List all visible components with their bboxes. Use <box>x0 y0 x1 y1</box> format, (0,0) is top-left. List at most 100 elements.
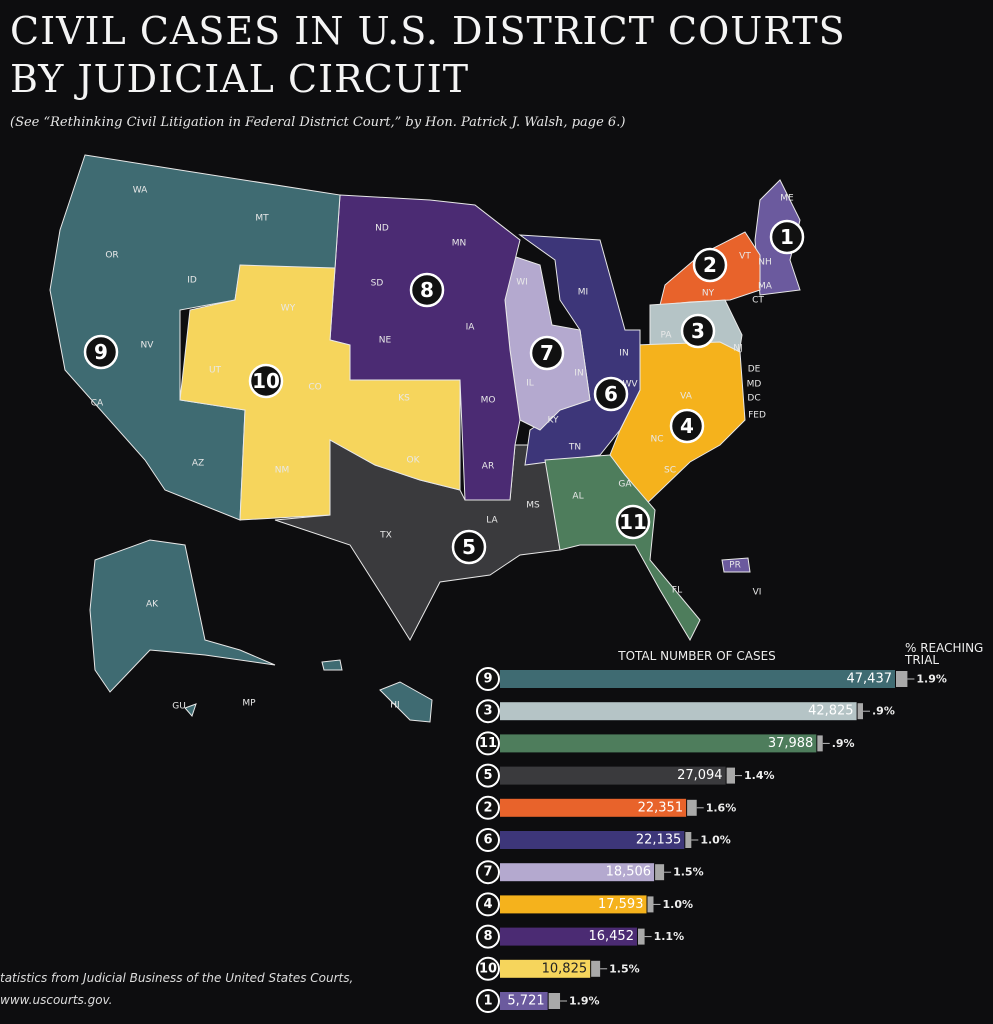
value-label: 47,437 <box>847 672 893 687</box>
value-label: 10,825 <box>542 961 588 976</box>
circuit-marker <box>593 376 629 412</box>
state-label: OK <box>407 456 421 466</box>
state-label: IN <box>619 349 628 359</box>
category-marker <box>476 828 500 852</box>
state-label: MA <box>758 282 773 292</box>
category-label: 7 <box>483 865 492 880</box>
category-label: 10 <box>479 961 497 976</box>
trial-bar <box>637 928 645 945</box>
state-label: GU <box>172 702 186 712</box>
circuit-marker <box>769 219 805 255</box>
subtitle: (See “Rethinking Civil Litigation in Fed… <box>10 115 625 130</box>
state-label: NE <box>379 336 392 346</box>
state-label: HI <box>390 701 399 711</box>
category-label: 6 <box>483 833 492 848</box>
value-label: 42,825 <box>808 704 854 719</box>
state-label: MS <box>526 501 540 511</box>
category-label: 5 <box>483 768 492 783</box>
state-label: NY <box>702 289 715 299</box>
category-label: 8 <box>483 929 492 944</box>
state-label: AK <box>146 600 159 610</box>
category-label: 9 <box>483 672 492 687</box>
state-label: LA <box>486 516 498 526</box>
category-marker <box>476 795 500 820</box>
source: www.uscourts.gov. <box>0 993 113 1007</box>
circuit-marker <box>248 363 284 399</box>
circuit-region <box>184 703 197 717</box>
trial-value-label: 1.1% <box>654 930 685 943</box>
title-line: CIVIL CASES IN U.S. DISTRICT COURTS <box>10 9 846 53</box>
state-label: ID <box>187 276 197 286</box>
state-label: IL <box>526 379 534 389</box>
state-label: KS <box>398 394 410 404</box>
category-label: 3 <box>483 704 492 719</box>
circuit-marker-label: 4 <box>680 414 694 438</box>
trial-bar <box>685 832 692 848</box>
state-label: ND <box>375 224 389 234</box>
state-label: ME <box>780 194 794 204</box>
circuit-marker-label: 11 <box>619 510 647 534</box>
category-label: 11 <box>479 736 497 751</box>
state-label: WI <box>516 278 528 288</box>
state-label: TN <box>568 443 581 453</box>
category-label: 2 <box>483 800 492 815</box>
trial-label: TRIAL <box>904 653 939 667</box>
state-label: WY <box>281 304 296 314</box>
value-label: 22,135 <box>636 833 682 848</box>
trial-bar <box>726 767 736 784</box>
trial-bar <box>647 896 654 913</box>
category-marker <box>476 892 500 917</box>
state-label: PA <box>660 331 672 341</box>
category-label: 1 <box>483 994 492 1009</box>
state-label: AR <box>482 462 494 472</box>
state-label: NM <box>275 466 290 476</box>
state-label: CT <box>752 296 764 306</box>
state-label: MD <box>747 380 762 390</box>
state-label: MN <box>452 239 467 249</box>
value-label: 22,351 <box>638 800 684 815</box>
state-label: UT <box>209 366 222 376</box>
circuit-region <box>721 557 751 573</box>
title-line: BY JUDICIAL CIRCUIT <box>10 57 469 101</box>
trial-value-label: 1.5% <box>673 866 704 879</box>
state-label: SC <box>664 466 676 476</box>
state-label: CO <box>308 383 321 393</box>
circuit-marker <box>409 272 445 308</box>
state-label: KY <box>547 416 559 426</box>
circuit-marker <box>451 529 487 565</box>
bar <box>500 702 857 721</box>
state-label: MI <box>578 288 588 298</box>
bar <box>500 670 895 688</box>
trial-value-label: 1.6% <box>706 801 737 814</box>
trial-value-label: .9% <box>872 705 895 718</box>
state-label: VA <box>680 392 693 402</box>
state-label: NC <box>650 435 663 445</box>
value-label: 37,988 <box>768 736 814 751</box>
trial-bar <box>857 703 863 720</box>
trial-bar <box>655 864 665 881</box>
circuit-region <box>321 659 343 671</box>
bar <box>500 766 726 785</box>
state-label: WA <box>133 186 148 196</box>
state-label: VI <box>753 588 762 598</box>
circuit-region <box>544 454 701 642</box>
circuit-marker-label: 8 <box>420 278 434 302</box>
category-marker <box>476 731 500 756</box>
circuit-marker-label: 2 <box>703 253 717 277</box>
trial-bar <box>817 735 823 752</box>
bar <box>500 831 685 849</box>
circuit-marker <box>615 504 651 540</box>
category-marker <box>476 924 500 949</box>
circuit-region <box>89 539 276 693</box>
state-label: FED <box>748 411 766 421</box>
state-label: NV <box>141 341 155 351</box>
bar <box>500 927 637 946</box>
state-label: IN <box>574 369 583 379</box>
trial-value-label: 1.4% <box>744 769 775 782</box>
state-label: WV <box>622 380 638 390</box>
bar <box>500 863 655 882</box>
map: WA MT OR ID WY NV UT CO CA AZ NM ND MN SD NE IA KS MO OK AR… <box>49 154 805 723</box>
state-label: CA <box>91 399 104 409</box>
value-label: 17,593 <box>598 897 644 912</box>
